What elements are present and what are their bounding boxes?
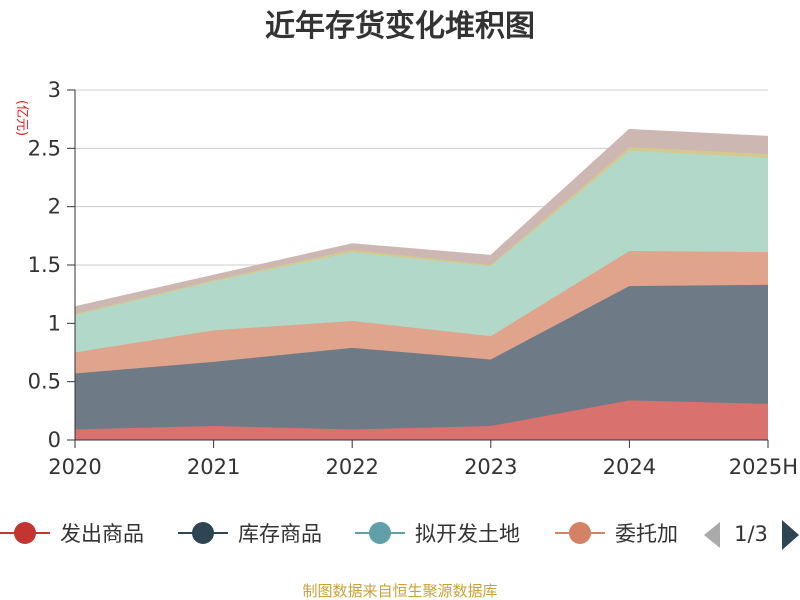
x-tick-label: 2023 bbox=[464, 455, 517, 479]
legend-label: 拟开发土地 bbox=[415, 522, 520, 546]
y-tick-label: 0.5 bbox=[28, 370, 61, 394]
y-tick-label: 2.5 bbox=[28, 136, 61, 160]
legend-item[interactable]: 库存商品 bbox=[178, 522, 322, 546]
legend-item[interactable]: 委托加 bbox=[555, 522, 678, 546]
stacked-areas bbox=[74, 128, 769, 440]
x-tick-label: 2021 bbox=[187, 455, 240, 479]
y-tick-label: 0 bbox=[48, 428, 61, 452]
legend-next-page-icon[interactable] bbox=[782, 520, 799, 550]
area-series-0 bbox=[75, 400, 768, 440]
legend-prev-page-icon[interactable] bbox=[704, 522, 720, 548]
area-series-5-edge bbox=[74, 128, 769, 308]
y-tick-label: 1 bbox=[48, 311, 61, 335]
y-tick-label: 3 bbox=[48, 78, 61, 102]
legend-item[interactable]: 拟开发土地 bbox=[355, 522, 520, 546]
legend-label: 委托加 bbox=[615, 522, 678, 546]
legend-item[interactable]: 发出商品 bbox=[0, 522, 144, 546]
legend-marker bbox=[192, 522, 214, 544]
data-source-note: 制图数据来自恒生聚源数据库 bbox=[302, 582, 497, 600]
legend-label: 发出商品 bbox=[60, 522, 144, 546]
legend-label: 库存商品 bbox=[238, 522, 322, 546]
area-series-2 bbox=[75, 251, 768, 374]
x-tick-label: 2022 bbox=[325, 455, 378, 479]
y-tick-label: 1.5 bbox=[28, 253, 61, 277]
legend: 发出商品 库存商品 拟开发土地 委托加 1/3 bbox=[0, 520, 799, 550]
legend-marker bbox=[14, 522, 36, 544]
x-tick-label: 2025H bbox=[729, 455, 798, 479]
legend-marker bbox=[569, 522, 591, 544]
legend-marker bbox=[369, 522, 391, 544]
axes: 0 0.5 1 1.5 2 2.5 3 2020 2021 2022 2023 2024 2025H bbox=[28, 78, 798, 479]
area-series-3 bbox=[75, 150, 768, 353]
area-series-1 bbox=[75, 284, 768, 430]
y-axis-unit: (亿元) bbox=[14, 100, 29, 136]
legend-page-indicator: 1/3 bbox=[734, 522, 768, 546]
chart-title: 近年存货变化堆积图 bbox=[265, 9, 535, 44]
x-tick-label: 2020 bbox=[48, 455, 101, 479]
y-tick-label: 2 bbox=[48, 195, 61, 219]
x-tick-label: 2024 bbox=[603, 455, 656, 479]
